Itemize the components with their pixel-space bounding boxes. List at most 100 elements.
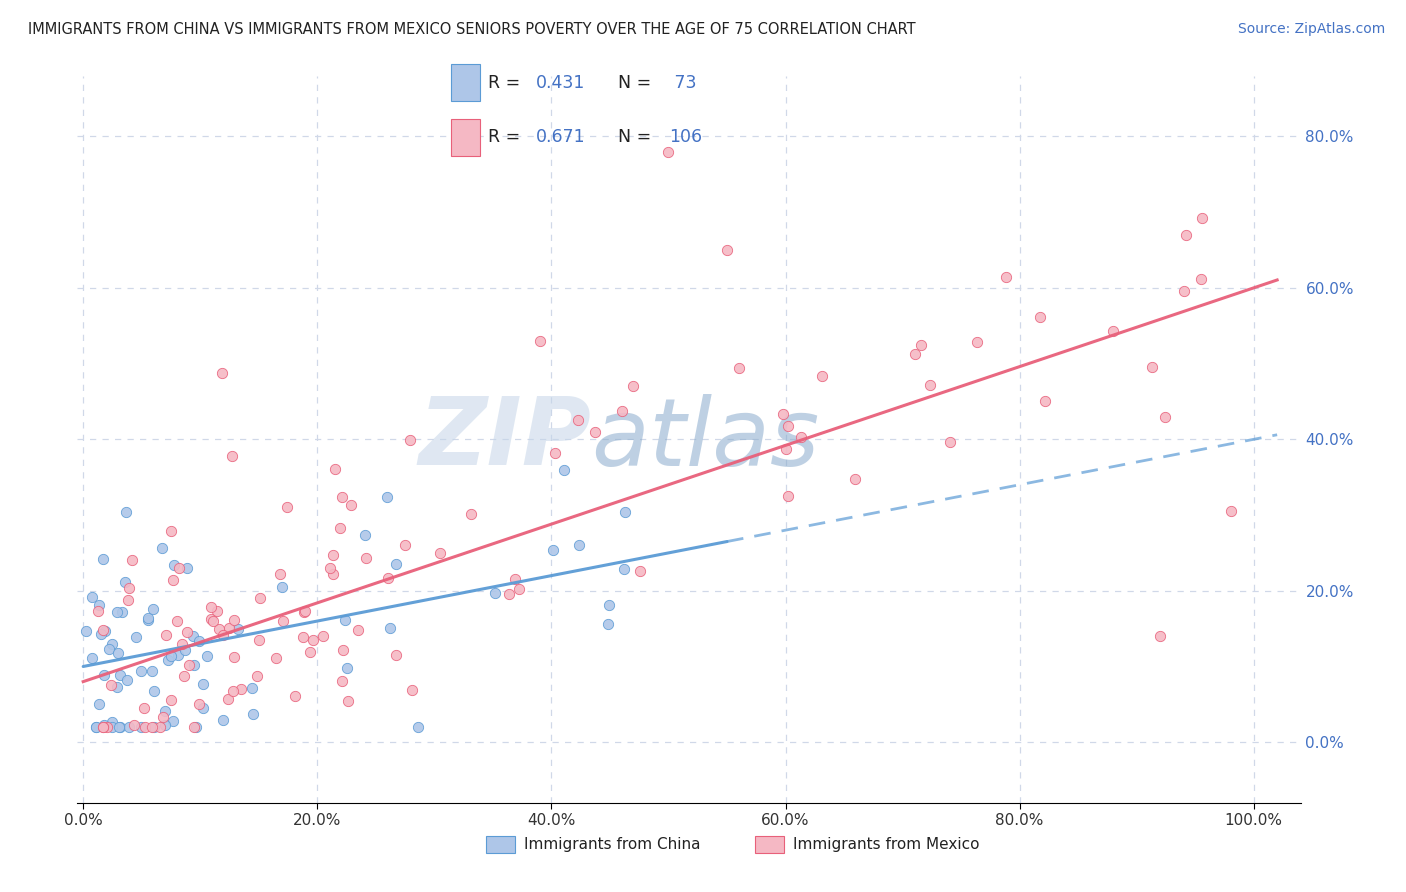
Point [628, 564, 651, 578]
Point [284, 689, 307, 703]
Text: N =: N = [619, 74, 657, 92]
Point [115, 505, 138, 519]
Point [143, 720, 166, 734]
Point [1173, 284, 1195, 298]
Point [336, 660, 359, 674]
Point [1174, 228, 1197, 243]
Point [222, 650, 245, 665]
Point [93, 668, 115, 682]
Point [108, 720, 131, 734]
Point [354, 528, 377, 542]
Point [121, 553, 143, 567]
Point [97, 641, 120, 656]
FancyBboxPatch shape [486, 836, 515, 853]
Point [543, 542, 565, 557]
Point [910, 338, 932, 352]
Point [208, 623, 231, 637]
Point [162, 714, 184, 728]
Point [553, 463, 575, 477]
Point [149, 720, 172, 734]
Point [141, 665, 163, 679]
Point [177, 657, 200, 672]
Point [330, 674, 353, 689]
Point [844, 472, 866, 486]
Point [276, 500, 298, 514]
Point [1191, 211, 1213, 226]
Point [1140, 359, 1163, 374]
Point [176, 561, 198, 575]
Point [101, 720, 124, 734]
Point [598, 616, 620, 631]
Point [319, 561, 342, 575]
Point [221, 449, 243, 463]
Text: 106: 106 [669, 128, 702, 146]
Text: Immigrants from China: Immigrants from China [524, 837, 700, 852]
Point [91, 623, 114, 637]
FancyBboxPatch shape [451, 119, 479, 156]
Point [200, 612, 222, 626]
Point [114, 574, 136, 589]
Point [159, 693, 181, 707]
Point [134, 720, 156, 734]
Point [167, 560, 190, 574]
Point [811, 369, 834, 384]
Point [183, 720, 205, 734]
Point [173, 669, 195, 683]
Point [84, 720, 107, 734]
Point [122, 717, 145, 731]
Point [778, 418, 800, 433]
Point [89, 598, 111, 612]
Point [201, 615, 224, 629]
Point [174, 643, 197, 657]
Point [118, 582, 141, 596]
Point [484, 586, 506, 600]
Point [790, 430, 813, 444]
Point [136, 611, 159, 625]
Point [269, 567, 291, 582]
Point [429, 546, 451, 560]
Point [332, 490, 354, 504]
Point [613, 562, 636, 576]
Point [333, 613, 356, 627]
Point [217, 692, 239, 706]
Point [264, 651, 287, 665]
Point [91, 551, 114, 566]
Point [529, 334, 551, 348]
Point [183, 658, 205, 673]
Point [186, 720, 208, 734]
Point [163, 558, 186, 573]
Point [385, 558, 408, 572]
Point [339, 498, 361, 512]
Point [329, 521, 352, 535]
Point [323, 462, 346, 476]
Point [401, 683, 423, 698]
Point [1101, 324, 1123, 338]
Point [155, 628, 177, 642]
Point [107, 646, 129, 660]
Point [156, 653, 179, 667]
Point [399, 433, 422, 447]
Point [131, 720, 153, 734]
Point [406, 720, 429, 734]
Point [657, 145, 679, 159]
Point [132, 701, 155, 715]
Point [96, 720, 118, 734]
Point [385, 648, 408, 662]
Point [460, 507, 482, 521]
Point [117, 592, 139, 607]
Point [1033, 394, 1056, 409]
Point [105, 680, 128, 694]
Point [598, 599, 620, 613]
Point [246, 669, 269, 683]
Point [111, 605, 134, 619]
Point [337, 694, 360, 708]
Point [394, 539, 416, 553]
Point [1189, 272, 1212, 286]
Point [90, 626, 112, 640]
Point [211, 628, 233, 642]
Point [181, 628, 204, 642]
Point [312, 630, 335, 644]
Text: N =: N = [619, 128, 657, 146]
Point [212, 713, 235, 727]
Point [153, 704, 176, 718]
